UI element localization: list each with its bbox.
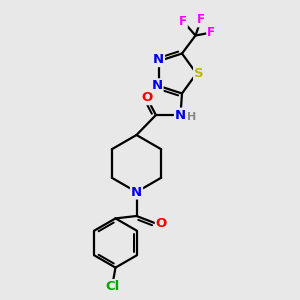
Text: O: O (141, 91, 152, 104)
Text: F: F (197, 14, 205, 26)
Text: N: N (175, 109, 186, 122)
Text: O: O (156, 217, 167, 230)
Text: H: H (187, 112, 196, 122)
Text: F: F (179, 15, 187, 28)
Text: F: F (207, 26, 215, 39)
Text: Cl: Cl (105, 280, 120, 293)
Text: N: N (152, 79, 163, 92)
Text: N: N (131, 185, 142, 199)
Text: N: N (153, 53, 164, 66)
Text: S: S (194, 67, 204, 80)
